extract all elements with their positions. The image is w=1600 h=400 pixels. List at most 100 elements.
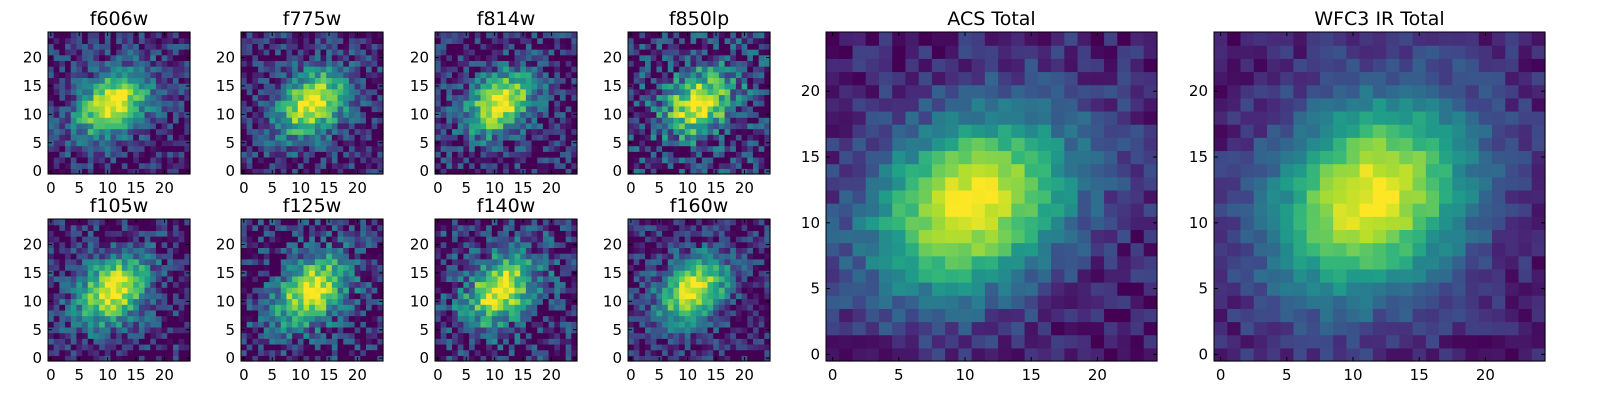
pixel-cell — [53, 224, 60, 231]
pixel-cell — [377, 151, 384, 158]
pixel-cell — [508, 219, 516, 226]
pixel-cell — [520, 281, 527, 288]
pixel-cell — [297, 292, 305, 300]
pixel-cell — [724, 134, 731, 141]
pixel-cell — [326, 49, 333, 56]
pixel-cell — [354, 253, 361, 260]
pixel-cell — [246, 66, 253, 73]
pixel-cell — [491, 151, 499, 158]
pixel-cell — [463, 349, 470, 356]
pixel-cell — [309, 326, 316, 334]
pixel-cell — [752, 134, 760, 141]
pixel-cell — [104, 43, 112, 50]
pixel-cell — [503, 49, 510, 56]
pixel-cell — [469, 145, 476, 152]
pixel-cell — [667, 168, 675, 175]
pixel-cell — [645, 77, 652, 84]
pixel-cell — [275, 349, 282, 356]
pixel-cell — [718, 349, 726, 356]
pixel-cell — [138, 326, 146, 334]
pixel-cell — [457, 338, 464, 345]
pixel-cell — [724, 338, 731, 345]
pixel-cell — [303, 309, 310, 317]
pixel-cell — [110, 326, 117, 334]
pixel-cell — [713, 321, 720, 328]
pixel-cell — [360, 355, 367, 362]
pixel-cell — [365, 145, 373, 152]
pixel-cell — [542, 100, 550, 107]
pixel-cell — [735, 281, 743, 288]
pixel-cell — [537, 94, 544, 101]
pixel-cell — [525, 60, 533, 67]
pixel-cell — [320, 156, 327, 164]
pixel-cell — [87, 54, 95, 61]
pixel-cell — [121, 287, 129, 294]
pixel-cell — [525, 49, 533, 56]
pixel-cell — [480, 287, 487, 294]
pixel-cell — [752, 77, 760, 84]
pixel-cell — [178, 71, 185, 79]
pixel-cell — [252, 66, 259, 73]
pixel-cell — [707, 292, 714, 300]
pixel-cell — [138, 100, 146, 107]
pixel-cell — [275, 168, 282, 175]
pixel-cell — [696, 151, 703, 158]
pixel-cell — [673, 49, 680, 56]
pixel-cell — [531, 315, 538, 322]
pixel-cell — [565, 224, 572, 231]
pixel-cell — [155, 343, 163, 351]
pixel-cell — [371, 111, 378, 118]
pixel-cell — [667, 111, 675, 118]
pixel-cell — [440, 43, 447, 50]
pixel-cell — [155, 37, 163, 44]
pixel-cell — [314, 134, 322, 141]
pixel-cell — [320, 162, 327, 169]
pixel-cell — [87, 43, 95, 50]
pixel-cell — [480, 338, 487, 345]
pixel-cell — [656, 321, 663, 328]
pixel-cell — [365, 37, 373, 44]
pixel-cell — [343, 49, 350, 56]
pixel-cell — [707, 94, 714, 101]
pixel-cell — [503, 264, 510, 271]
pixel-cell — [127, 66, 134, 73]
pixel-cell — [76, 343, 83, 351]
pixel-cell — [110, 253, 117, 260]
pixel-cell — [571, 349, 578, 356]
pixel-cell — [155, 247, 163, 254]
pixel-cell — [116, 219, 123, 226]
pixel-cell — [53, 122, 60, 130]
pixel-cell — [707, 122, 714, 130]
pixel-cell — [246, 145, 253, 152]
pixel-cell — [662, 338, 669, 345]
pixel-cell — [365, 32, 373, 39]
pixel-cell — [263, 111, 270, 118]
pixel-cell — [172, 241, 180, 248]
pixel-cell — [741, 321, 748, 328]
pixel-cell — [275, 355, 282, 362]
pixel-cell — [764, 77, 771, 84]
pixel-cell — [70, 122, 77, 130]
pixel-cell — [331, 349, 339, 356]
pixel-cell — [138, 309, 146, 317]
pixel-cell — [87, 32, 95, 39]
pixel-cell — [178, 37, 185, 44]
pixel-cell — [497, 88, 504, 96]
pixel-cell — [127, 258, 134, 266]
pixel-cell — [377, 32, 384, 39]
pixel-cell — [93, 49, 100, 56]
pixel-cell — [178, 88, 185, 96]
pixel-cell — [633, 83, 640, 90]
pixel-cell — [764, 315, 771, 322]
pixel-cell — [713, 43, 720, 50]
pixel-cell — [371, 49, 378, 56]
pixel-cell — [138, 298, 146, 305]
pixel-cell — [167, 315, 174, 322]
pixel-cell — [258, 355, 265, 362]
pixel-cell — [503, 321, 510, 328]
pixel-cell — [747, 292, 754, 300]
pixel-cell — [440, 355, 447, 362]
pixel-cell — [150, 94, 157, 101]
pixel-cell — [554, 139, 561, 147]
pixel-cell — [486, 43, 493, 50]
